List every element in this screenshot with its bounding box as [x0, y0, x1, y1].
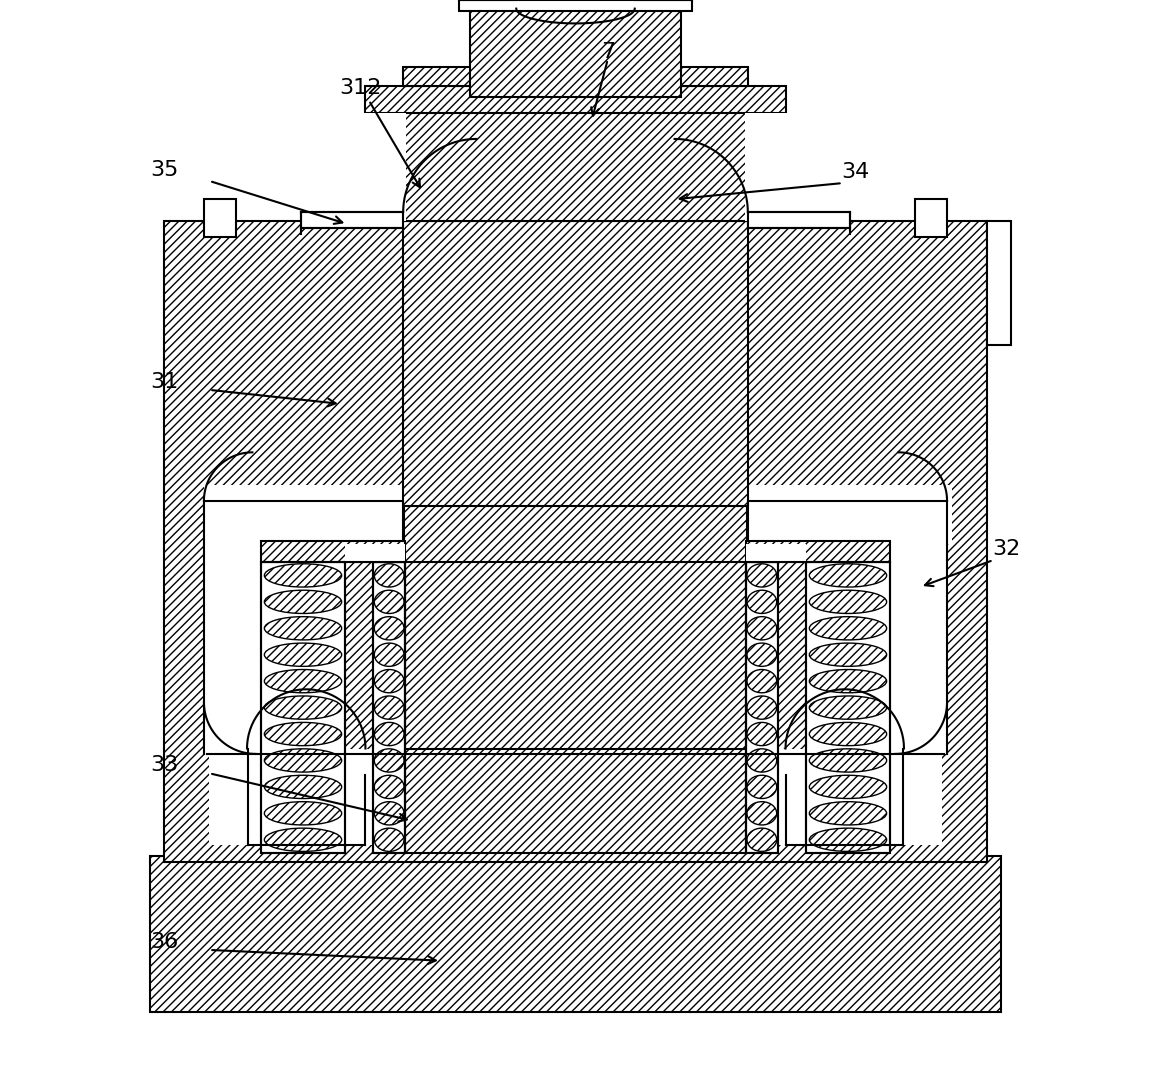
Ellipse shape [809, 563, 886, 587]
Ellipse shape [265, 590, 342, 614]
Ellipse shape [747, 563, 777, 587]
Bar [806, 562, 890, 853]
Bar [986, 221, 1011, 345]
Text: 32: 32 [992, 540, 1021, 559]
Bar [204, 485, 952, 544]
Ellipse shape [265, 775, 342, 798]
Ellipse shape [374, 749, 404, 772]
Bar [403, 221, 748, 845]
Ellipse shape [747, 828, 777, 852]
Ellipse shape [374, 617, 404, 640]
Bar [405, 562, 746, 853]
Ellipse shape [809, 775, 886, 798]
Bar [915, 199, 947, 237]
Bar [404, 506, 747, 749]
Ellipse shape [374, 590, 404, 614]
Text: 34: 34 [841, 163, 870, 182]
Ellipse shape [374, 801, 404, 825]
Ellipse shape [265, 617, 342, 640]
Ellipse shape [265, 696, 342, 719]
Bar [261, 562, 345, 853]
Bar [746, 562, 778, 853]
Ellipse shape [809, 617, 886, 640]
Bar [345, 544, 405, 562]
Text: 312: 312 [338, 79, 381, 98]
Ellipse shape [265, 643, 342, 667]
Ellipse shape [374, 828, 404, 852]
Bar [746, 562, 778, 853]
Ellipse shape [747, 775, 777, 798]
Bar [883, 485, 947, 754]
Ellipse shape [809, 749, 886, 772]
Ellipse shape [809, 696, 886, 719]
Ellipse shape [747, 643, 777, 667]
Bar [746, 544, 806, 562]
Bar [300, 212, 403, 228]
Bar [459, 0, 692, 11]
Bar [470, 9, 681, 97]
Text: 31: 31 [150, 373, 178, 392]
Ellipse shape [809, 801, 886, 825]
Ellipse shape [374, 670, 404, 693]
Bar [204, 199, 236, 237]
Bar [261, 541, 405, 562]
Ellipse shape [747, 670, 777, 693]
Ellipse shape [265, 563, 342, 587]
Ellipse shape [374, 643, 404, 667]
Ellipse shape [809, 590, 886, 614]
Ellipse shape [265, 801, 342, 825]
Bar [748, 212, 851, 228]
Bar [745, 113, 851, 221]
Text: 7: 7 [601, 42, 615, 61]
Ellipse shape [747, 801, 777, 825]
Bar [403, 97, 748, 221]
Ellipse shape [809, 723, 886, 745]
Bar [204, 485, 268, 754]
Ellipse shape [747, 617, 777, 640]
Bar [300, 113, 406, 221]
Ellipse shape [265, 670, 342, 693]
Bar [748, 749, 942, 845]
Bar [405, 562, 746, 853]
Bar [373, 562, 405, 853]
Bar [746, 541, 890, 562]
Bar [209, 749, 942, 765]
Ellipse shape [374, 775, 404, 798]
Text: 33: 33 [150, 755, 178, 774]
Ellipse shape [374, 696, 404, 719]
Ellipse shape [265, 723, 342, 745]
Ellipse shape [809, 670, 886, 693]
Bar [366, 86, 785, 113]
Bar [209, 749, 403, 845]
Ellipse shape [374, 563, 404, 587]
Bar [403, 67, 748, 86]
Ellipse shape [374, 723, 404, 745]
Text: 36: 36 [150, 933, 178, 952]
Bar [150, 856, 1001, 1012]
Bar [806, 562, 890, 853]
Ellipse shape [747, 723, 777, 745]
Ellipse shape [747, 590, 777, 614]
Bar [165, 221, 986, 862]
Ellipse shape [747, 749, 777, 772]
Bar [373, 562, 405, 853]
Ellipse shape [265, 828, 342, 852]
Bar [261, 562, 345, 853]
Ellipse shape [265, 749, 342, 772]
Ellipse shape [809, 643, 886, 667]
Text: 35: 35 [150, 160, 178, 180]
Ellipse shape [809, 828, 886, 852]
Ellipse shape [747, 696, 777, 719]
